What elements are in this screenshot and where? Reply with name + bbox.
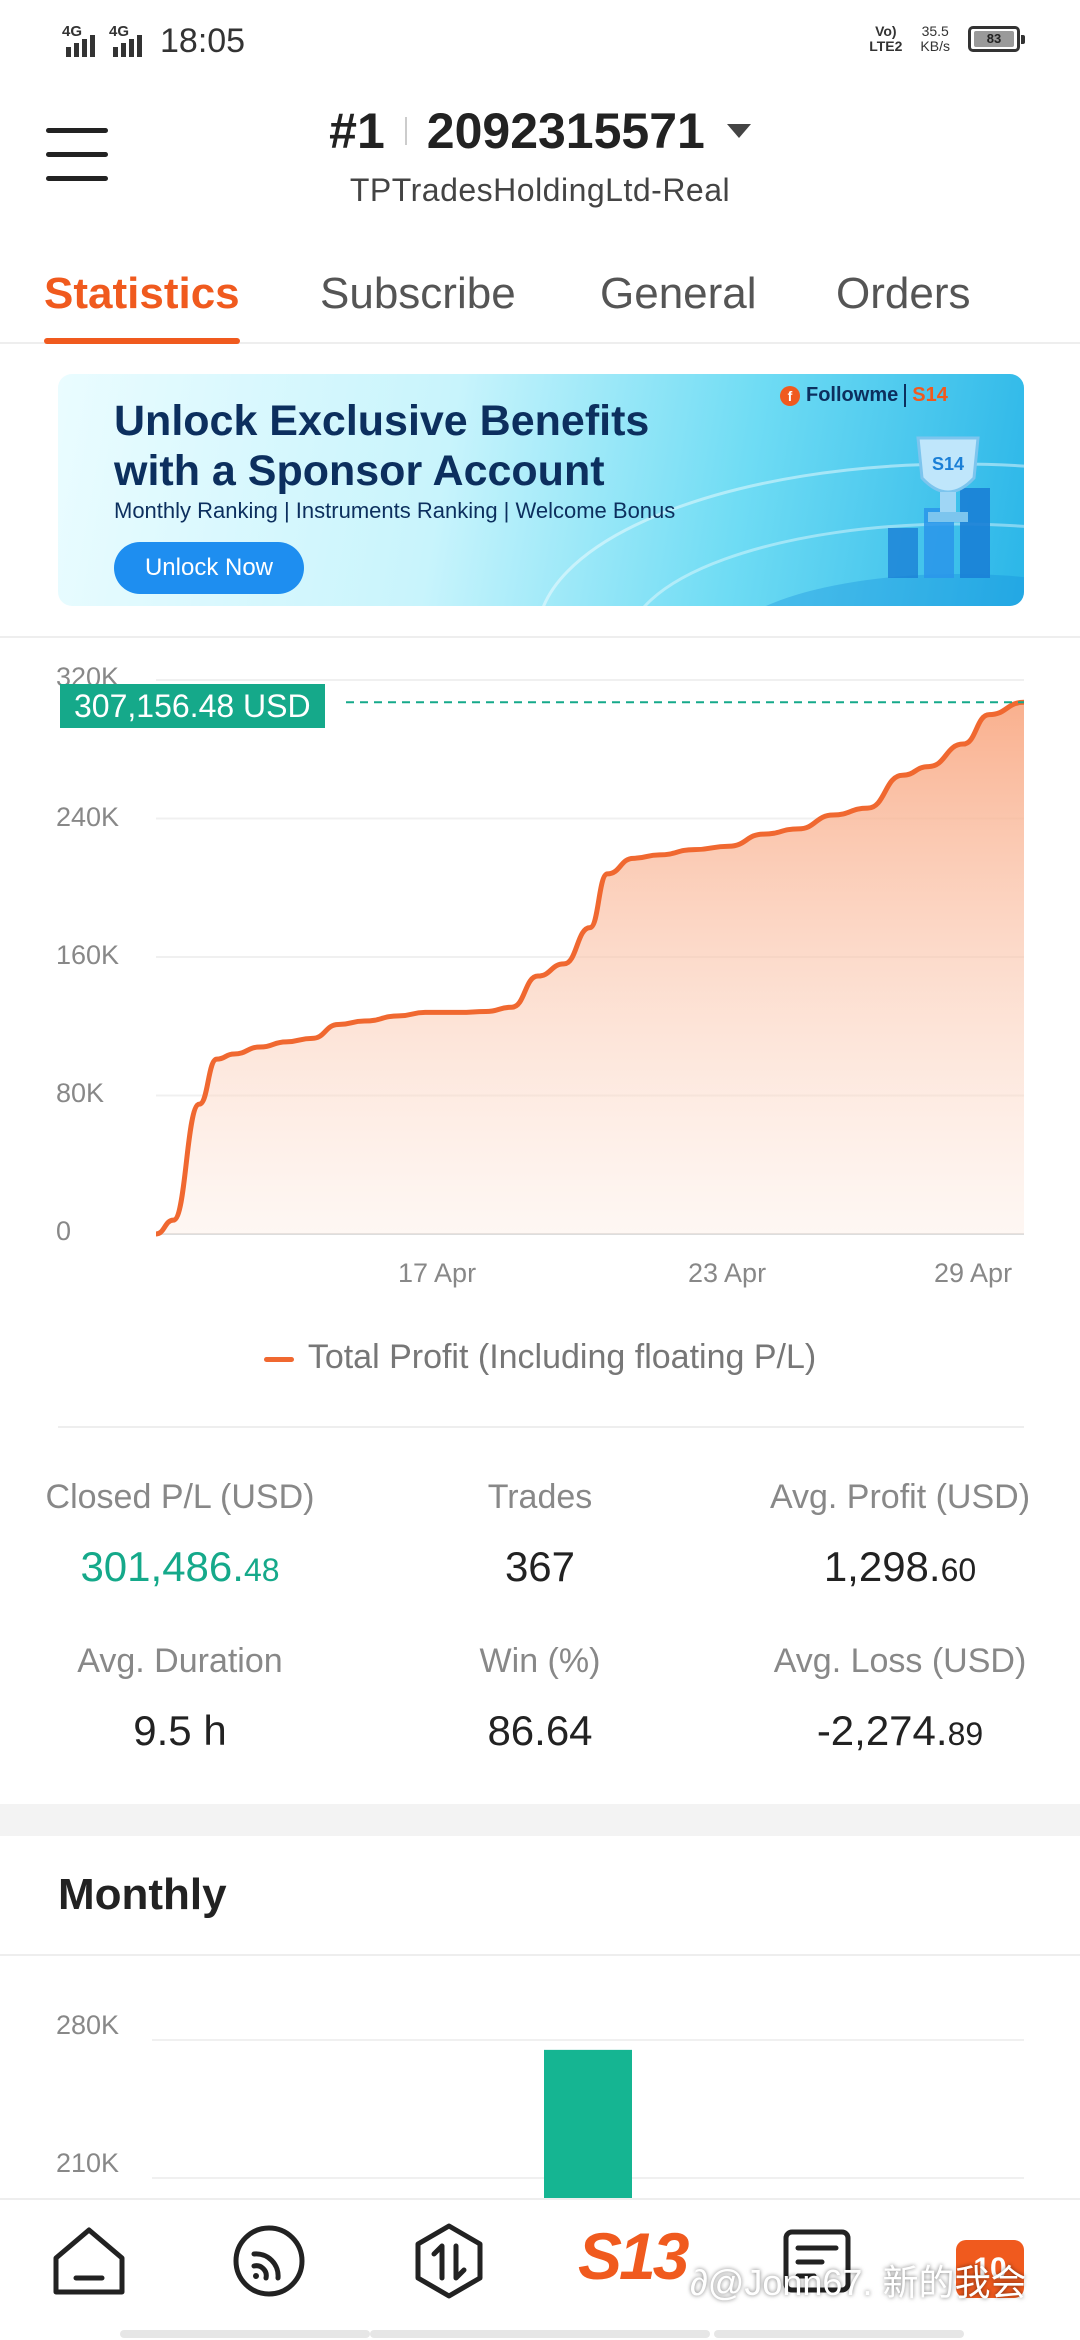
trade-icon — [415, 2223, 483, 2299]
stat-avg-duration: Avg. Duration 9.5 h — [77, 1642, 283, 1754]
status-bar: 4G 4G 18:05 Vo) LTE2 35.5 KB/s 83 — [0, 0, 1080, 84]
current-value-tag: 307,156.48 USD — [60, 684, 325, 728]
banner-title: Unlock Exclusive Benefits with a Sponsor… — [114, 397, 650, 495]
monthly-bar — [544, 2049, 632, 2200]
signal-icon: 4G — [62, 23, 95, 57]
y-tick-80k: 80K — [56, 1078, 105, 1108]
y-tick-280k: 280K — [56, 2010, 120, 2040]
volte-indicator: Vo) LTE2 — [869, 23, 903, 54]
monthly-chart[interactable]: 280K 210K — [0, 1960, 1080, 2200]
signal-icon-2: 4G — [109, 23, 142, 57]
stat-trades: Trades 367 — [487, 1478, 593, 1590]
section-divider — [0, 636, 1080, 638]
tab-bar: Statistics Subscribe General Orders — [0, 258, 1080, 344]
legend-line-icon — [263, 1356, 294, 1362]
trophy-icon: S14 — [888, 436, 990, 578]
account-number: 2092315571 — [426, 103, 705, 159]
tab-subscribe[interactable]: Subscribe — [320, 269, 516, 318]
sponsor-banner[interactable]: Unlock Exclusive Benefits with a Sponsor… — [58, 374, 1024, 606]
followme-icon: f — [780, 385, 800, 406]
nav-profile-badge[interactable]: 10 — [956, 2240, 1024, 2298]
menu-icon[interactable] — [46, 124, 110, 184]
home-icon — [53, 2227, 125, 2295]
clock: 18:05 — [160, 22, 246, 60]
y-tick-160k: 160K — [56, 940, 120, 970]
profit-line — [155, 699, 1025, 1237]
banner-subtitle: Monthly Ranking | Instruments Ranking | … — [114, 498, 676, 523]
profit-area — [156, 702, 1024, 1234]
tab-orders[interactable]: Orders — [836, 269, 971, 318]
tab-general[interactable]: General — [600, 269, 757, 318]
svg-text:S14: S14 — [932, 454, 964, 474]
feed-icon — [233, 2225, 305, 2297]
profit-chart-plot — [155, 679, 1025, 1237]
news-icon — [783, 2229, 851, 2293]
profit-chart[interactable]: 320K 240K 160K 80K 0 17 Apr 23 Apr 29 Ap… — [0, 650, 1080, 1330]
watermark: ∂@Jonn67. 新的我会 — [690, 2262, 1027, 2303]
caret-down-icon[interactable] — [726, 124, 751, 138]
account-selector[interactable]: #1 2092315571 TPTradesHoldingLtd-Real — [0, 102, 1080, 209]
gesture-bar — [714, 2330, 964, 2338]
x-tick-17-apr: 17 Apr — [398, 1258, 477, 1288]
stat-win-rate: Win (%) 86.64 — [479, 1642, 601, 1754]
stat-closed-pl: Closed P/L (USD) 301,486.48 — [45, 1478, 315, 1590]
gesture-bar — [120, 2330, 370, 2338]
section-gap — [0, 1804, 1080, 1836]
stat-avg-profit: Avg. Profit (USD) 1,298.60 — [769, 1478, 1031, 1590]
nav-trade[interactable] — [406, 2218, 492, 2304]
section-divider — [58, 1426, 1024, 1428]
monthly-title: Monthly — [58, 1870, 227, 1919]
chart-legend[interactable]: Total Profit (Including floating P/L) — [0, 1338, 1080, 1377]
account-server: TPTradesHoldingLtd-Real — [349, 172, 731, 208]
gesture-bar — [370, 2330, 710, 2338]
nav-contest-s13[interactable]: S13 — [578, 2219, 689, 2293]
x-tick-23-apr: 23 Apr — [688, 1258, 767, 1288]
section-divider — [0, 1954, 1080, 1956]
nav-news[interactable] — [774, 2218, 860, 2304]
y-tick-240k: 240K — [56, 802, 120, 832]
unlock-now-button[interactable]: Unlock Now — [114, 542, 304, 594]
monthly-chart-plot — [152, 2039, 1024, 2200]
divider — [404, 117, 407, 145]
followme-logo: f Followme S14 — [780, 384, 948, 407]
nav-home[interactable] — [46, 2218, 132, 2304]
y-tick-210k: 210K — [56, 2148, 120, 2178]
nav-feed[interactable] — [226, 2218, 312, 2304]
bottom-navigation: S13 10 ∂@Jonn67. 新的我会 — [0, 2198, 1080, 2340]
x-tick-29-apr: 29 Apr — [934, 1258, 1013, 1288]
stat-avg-loss: Avg. Loss (USD) -2,274.89 — [773, 1642, 1027, 1754]
y-tick-0: 0 — [56, 1216, 72, 1246]
battery-icon: 83 — [968, 26, 1025, 52]
account-rank: #1 — [329, 103, 385, 159]
network-speed: 35.5 KB/s — [920, 23, 950, 54]
tab-statistics[interactable]: Statistics — [44, 258, 240, 344]
